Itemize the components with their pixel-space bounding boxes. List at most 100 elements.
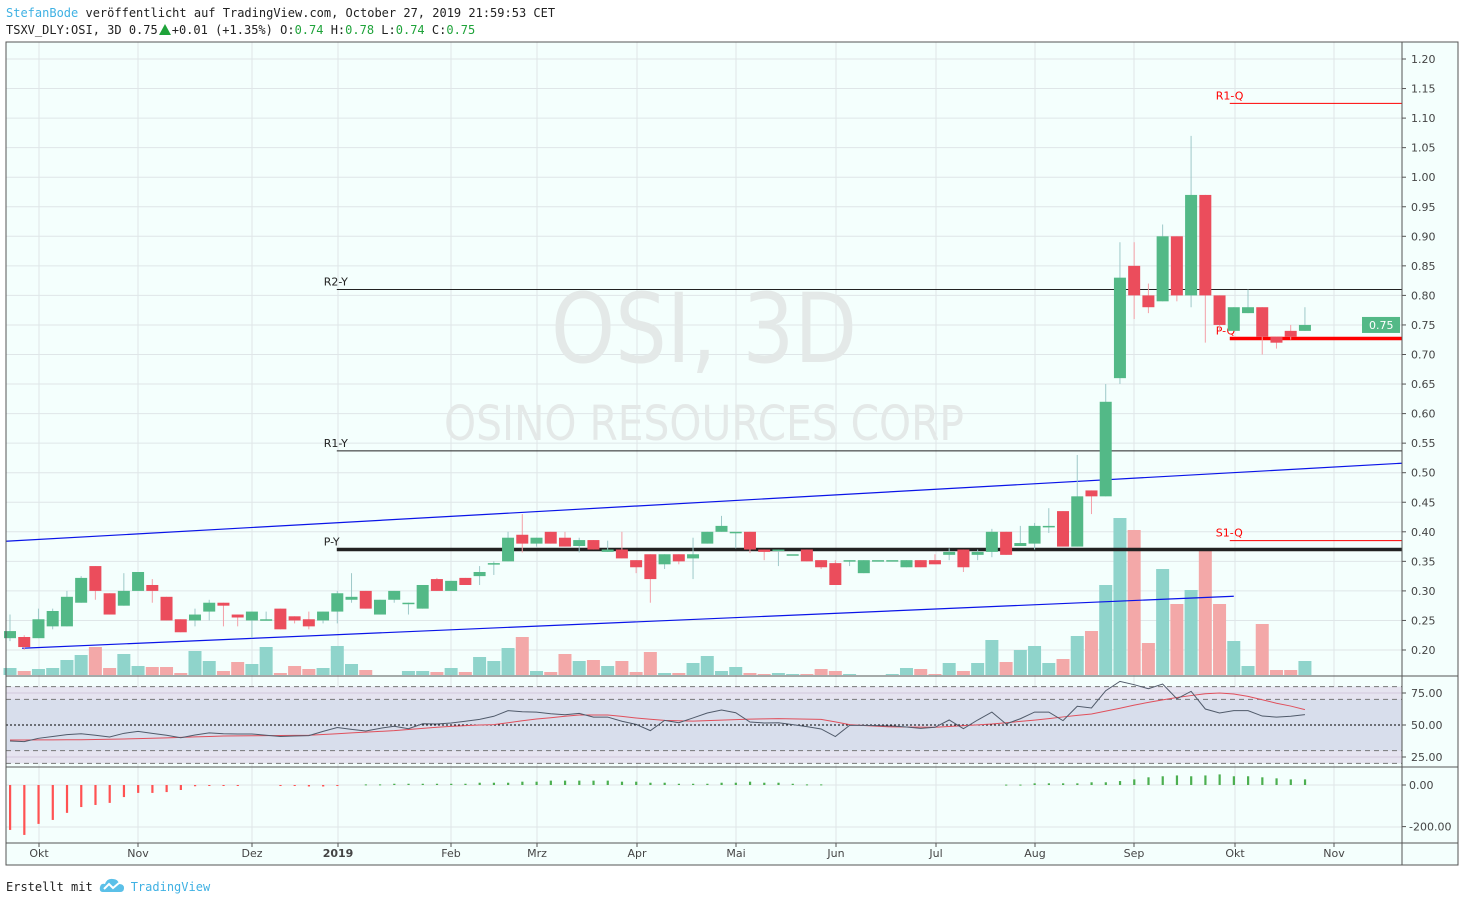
histogram-bar <box>635 781 638 785</box>
histogram-bar <box>1118 781 1122 785</box>
time-tick-label: Mrz <box>527 847 547 860</box>
volume-bar <box>658 673 672 675</box>
candle-body <box>75 577 88 603</box>
volume-bar <box>231 662 245 675</box>
volume-bar <box>729 667 743 675</box>
volume-bar <box>259 647 273 675</box>
candle-body <box>132 571 145 591</box>
candle-body <box>601 549 614 552</box>
volume-bar <box>715 671 728 675</box>
histogram-bar <box>307 785 311 787</box>
volume-bar <box>942 663 956 675</box>
candle-body <box>615 549 628 559</box>
candle-body <box>416 584 429 609</box>
close-label: C: <box>431 23 447 37</box>
candle-body <box>872 560 885 562</box>
candle-body <box>46 610 59 627</box>
candle-body <box>1256 307 1269 337</box>
price-tick-label: 0.75 <box>1411 319 1436 332</box>
histogram-bar <box>23 785 26 835</box>
price-tick-label: 1.20 <box>1411 53 1436 66</box>
histogram-bar <box>1289 779 1292 785</box>
histogram-bar <box>606 780 609 785</box>
volume-bar <box>1184 590 1198 675</box>
histogram-bar <box>1062 783 1065 785</box>
time-tick-label: Okt <box>1225 847 1245 860</box>
volume-bar <box>202 661 216 675</box>
candle-body <box>1185 194 1198 296</box>
candle-body <box>1199 194 1212 296</box>
volume-bar <box>1156 569 1170 675</box>
candle-body <box>302 619 315 627</box>
tradingview-link[interactable]: TradingView <box>130 879 211 894</box>
volume-bar <box>3 668 17 675</box>
volume-bar <box>1084 631 1098 675</box>
volume-bar <box>757 674 771 675</box>
volume-bar <box>160 667 174 675</box>
pivot-levels[interactable]: R2-YR1-YP-YR1-QP-QS1-Q <box>324 89 1402 552</box>
candle-body <box>743 531 756 550</box>
candle-body <box>1071 496 1084 547</box>
volume-bar <box>46 668 60 675</box>
level-label-s1-q: S1-Q <box>1216 527 1243 540</box>
rsi-tick-label: 75.00 <box>1411 687 1443 700</box>
price-tick-label: 0.35 <box>1411 555 1436 568</box>
candle-body <box>1156 236 1169 302</box>
histogram-bar <box>464 783 467 785</box>
histogram-bar <box>1104 782 1107 785</box>
candle-body <box>715 525 728 532</box>
volume-bar <box>1028 646 1042 675</box>
histogram-bar <box>364 784 367 786</box>
volume-bar <box>1198 550 1212 675</box>
open-value: 0.74 <box>294 23 324 37</box>
candle-body <box>174 619 187 633</box>
histogram-bar <box>677 783 681 785</box>
trendlines[interactable] <box>5 462 1402 649</box>
histogram-bar <box>1161 776 1164 785</box>
volume-bar <box>686 663 700 675</box>
histogram-bar <box>336 785 339 786</box>
histogram-bar <box>649 782 652 785</box>
candle-body <box>146 584 159 591</box>
rsi-ma-line <box>10 692 1306 741</box>
histogram-bar <box>1275 778 1278 785</box>
time-tick-label: Okt <box>29 847 49 860</box>
candle-body <box>459 577 472 585</box>
price-tick-label: 0.90 <box>1411 230 1436 243</box>
author-link[interactable]: StefanBode <box>6 6 79 20</box>
candle-body <box>900 560 913 568</box>
histogram-bar <box>94 785 97 805</box>
candle-body <box>729 531 742 534</box>
tradingview-cloud-icon[interactable] <box>99 877 125 896</box>
time-tick-label: Apr <box>627 847 647 860</box>
volume-bar <box>544 672 558 675</box>
candle-body <box>160 596 173 621</box>
histogram-bar <box>179 785 182 790</box>
histogram-bar <box>1303 779 1307 785</box>
candle-body <box>1000 531 1013 555</box>
footer: Erstellt mit TradingView <box>6 877 210 896</box>
volume-bar <box>629 672 643 675</box>
candle-body <box>630 560 643 568</box>
volume-bar <box>330 646 344 675</box>
histogram-bar <box>478 782 481 785</box>
histogram-bar <box>151 785 154 793</box>
volume-bar <box>145 667 159 675</box>
candle-body <box>857 560 870 574</box>
histogram-bar <box>1019 784 1022 786</box>
candle-body <box>530 537 543 544</box>
volume-bar <box>245 664 259 675</box>
volume-bar <box>743 673 757 675</box>
volume-bar <box>1255 624 1269 675</box>
candle-body <box>4 631 16 639</box>
volume-bar <box>928 674 942 675</box>
histogram-bar <box>1133 779 1136 785</box>
histogram-bar <box>706 783 709 785</box>
volume-bar <box>188 651 202 675</box>
volume-bar <box>586 660 600 675</box>
volume-bar <box>601 666 615 675</box>
publish-info: StefanBode veröffentlicht auf TradingVie… <box>6 6 555 21</box>
histogram-bar <box>421 783 424 785</box>
rsi-pane <box>9 680 1306 743</box>
